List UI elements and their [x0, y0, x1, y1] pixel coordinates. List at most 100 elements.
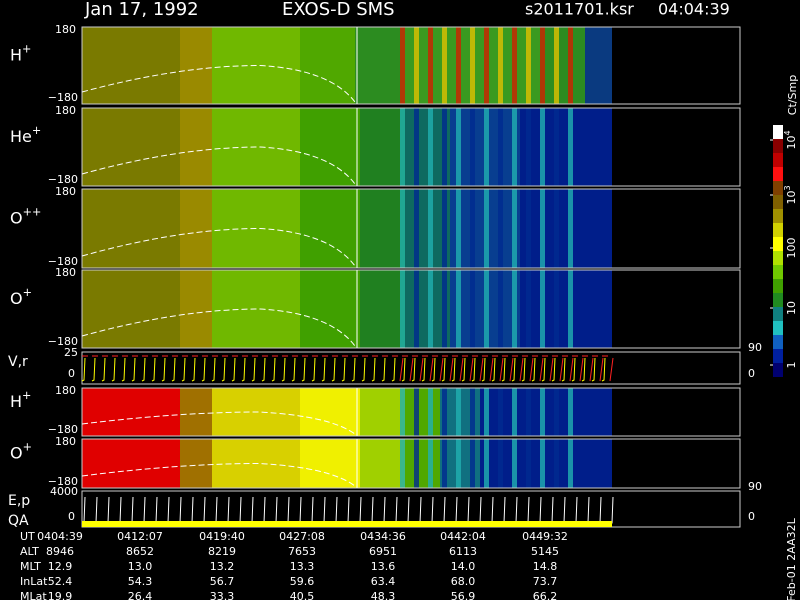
- colorbar-cell: [773, 265, 783, 279]
- colorbar-cell: [773, 321, 783, 335]
- row-value: 8652: [126, 545, 154, 558]
- pitch-angle-curve: [81, 411, 356, 435]
- spectrogram-stripe: [568, 189, 573, 268]
- colorbar-cell: [773, 195, 783, 209]
- colorbar-title: Ct/Smp: [786, 75, 799, 115]
- colorbar-tick-sup: 4: [783, 130, 792, 135]
- row-value: 0404:39: [37, 530, 83, 543]
- panel-frame: [81, 26, 741, 105]
- spectrogram-stripe: [414, 108, 419, 186]
- spectrogram-stripe: [554, 439, 559, 488]
- spectrogram-stripe: [512, 439, 517, 488]
- colorbar-cell: [773, 167, 783, 181]
- row-value: 52.4: [48, 575, 73, 588]
- spectrogram-stripe: [484, 388, 489, 436]
- spectrogram-stripe: [554, 27, 559, 104]
- spectrogram-block: [405, 439, 440, 488]
- panel-label-base: H: [10, 392, 22, 411]
- y-tick-label: −180: [48, 475, 78, 488]
- spectrogram-block: [180, 270, 212, 348]
- spectrogram-block: [520, 189, 612, 268]
- spectrogram-stripe: [526, 189, 531, 268]
- spectrogram-stripe: [428, 388, 433, 436]
- spectrogram-stripe: [568, 439, 573, 488]
- colorbar-tick-base: 10: [785, 136, 798, 150]
- y-tick-label: −180: [48, 335, 78, 348]
- spectrogram-block: [300, 270, 360, 348]
- spectrogram-block: [360, 108, 405, 186]
- panel-label: O+: [10, 286, 32, 308]
- spectrogram-stripe: [470, 270, 475, 348]
- spectrogram-stripe: [568, 108, 573, 186]
- panel-label: QA: [8, 513, 29, 529]
- row-value: 6951: [369, 545, 397, 558]
- spectrogram-stripe: [540, 27, 545, 104]
- spectrogram-block: [82, 108, 180, 186]
- right-tick-label: 90: [748, 480, 762, 493]
- spectrogram-stripe: [400, 439, 405, 488]
- row-value: 6113: [449, 545, 477, 558]
- qa-bar: [82, 521, 612, 527]
- spectrogram-block: [180, 27, 212, 104]
- y-tick-label: 180: [55, 185, 76, 198]
- spectrogram-stripe: [484, 189, 489, 268]
- sawtooth-red: [399, 357, 614, 382]
- spectrogram-stripe: [400, 189, 405, 268]
- spectrogram-block: [360, 439, 405, 488]
- row-value: 0419:40: [199, 530, 245, 543]
- colorbar-cell: [773, 139, 783, 153]
- colorbar-tick-sup: 3: [783, 185, 792, 190]
- spectrogram-block: [180, 439, 212, 488]
- colorbar-cell: [773, 307, 783, 321]
- row-value: 48.3: [371, 590, 396, 600]
- row-label: MLT: [20, 560, 41, 573]
- spectrogram-stripe: [484, 108, 489, 186]
- spectrogram-stripe: [442, 388, 447, 436]
- panel-label-sup: +: [23, 286, 32, 299]
- panel-label-sup: +: [22, 389, 31, 402]
- spectrogram-stripe: [526, 27, 531, 104]
- y-tick-label: −180: [48, 91, 78, 104]
- spectrogram-block: [180, 189, 212, 268]
- row-value: 59.6: [290, 575, 315, 588]
- spectrogram-block: [355, 27, 400, 104]
- panel-label-sup: +: [22, 43, 31, 56]
- spectrogram-stripe: [498, 439, 503, 488]
- spectrogram-block: [540, 27, 585, 104]
- row-value: 0412:07: [117, 530, 163, 543]
- spectrogram-stripe: [456, 108, 461, 186]
- colorbar-tick-base: 1: [785, 362, 798, 369]
- spectrogram-stripe: [442, 439, 447, 488]
- row-value: 73.7: [533, 575, 558, 588]
- spectrogram-stripe: [498, 189, 503, 268]
- right-tick-label: 0: [748, 510, 755, 523]
- row-value: 7653: [288, 545, 316, 558]
- panel-frame: [81, 387, 741, 437]
- spectrogram-block: [82, 27, 180, 104]
- row-value: 0427:08: [279, 530, 325, 543]
- colorbar-cell: [773, 335, 783, 349]
- spectrogram-stripe: [470, 27, 475, 104]
- spectrogram-block: [520, 108, 612, 186]
- colorbar-cell: [773, 349, 783, 363]
- spectrogram-stripe: [512, 388, 517, 436]
- spectrogram-stripe: [428, 27, 433, 104]
- colorbar-tick-base: 10: [785, 301, 798, 315]
- spectrogram-block: [360, 388, 405, 436]
- y-tick-label: 180: [55, 104, 76, 117]
- panel-label: V,r: [8, 354, 28, 370]
- colorbar-cell: [773, 279, 783, 293]
- row-value: 13.6: [371, 560, 396, 573]
- spectrogram-stripe: [512, 108, 517, 186]
- spectrogram-stripe: [428, 439, 433, 488]
- colorbar-cell: [773, 223, 783, 237]
- spectrogram-stripe: [442, 189, 447, 268]
- panel-label: E,p: [8, 493, 30, 509]
- spectrogram-stripe: [554, 189, 559, 268]
- colorbar-tick-base: 100: [785, 238, 798, 259]
- date: Jan 17, 1992: [84, 0, 199, 20]
- colorbar-cell: [773, 237, 783, 251]
- spectrogram-stripe: [526, 270, 531, 348]
- colorbar-cell: [773, 251, 783, 265]
- row-label: InLat: [20, 575, 48, 588]
